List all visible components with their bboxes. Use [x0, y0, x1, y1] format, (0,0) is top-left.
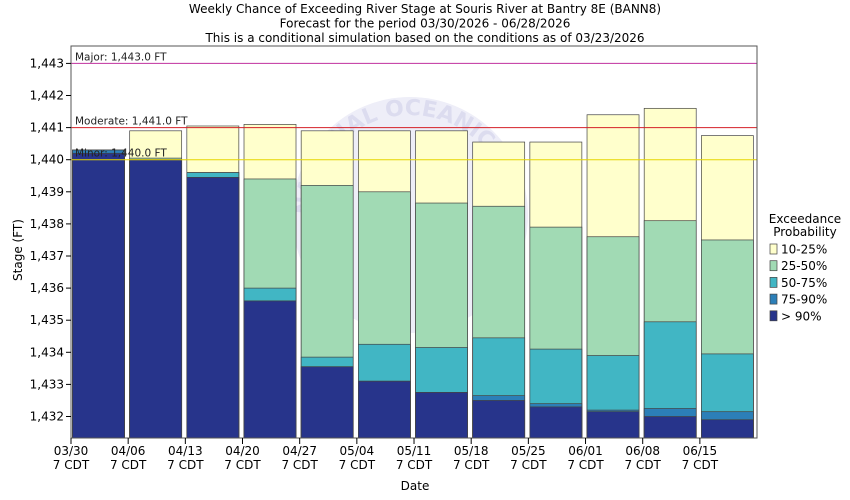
bar-segment: [300, 366, 354, 439]
legend-label: 75-90%: [781, 293, 827, 307]
x-tick-label: 7 CDT: [339, 458, 376, 472]
x-tick-label: 05/11: [397, 444, 432, 458]
legend-swatch: [769, 293, 778, 305]
legend-title: Probability: [773, 225, 836, 239]
legend-label: 25-50%: [781, 259, 827, 273]
x-tick-label: 7 CDT: [453, 458, 490, 472]
bar-segment: [72, 152, 125, 439]
bar-segment: [415, 392, 468, 439]
y-tick-label: 1,442: [30, 89, 64, 103]
x-tick-label: 7 CDT: [53, 458, 90, 472]
y-tick-label: 1,432: [30, 410, 64, 424]
x-tick-label: 05/04: [340, 444, 375, 458]
bar-segment: [643, 416, 697, 439]
bar-segment: [472, 400, 526, 439]
y-tick-label: 1,436: [30, 281, 64, 295]
x-tick-label: 7 CDT: [567, 458, 604, 472]
bar-segment: [129, 159, 183, 439]
flood-stage-label: Moderate: 1,441.0 FT: [75, 116, 188, 128]
title-line: This is a conditional simulation based o…: [204, 31, 644, 45]
x-tick-label: 04/06: [111, 444, 146, 458]
bar-segment: [586, 411, 640, 439]
x-tick-label: 04/20: [225, 444, 260, 458]
legend-swatch: [769, 277, 778, 288]
y-tick-label: 1,435: [30, 313, 64, 327]
chart-title: Weekly Chance of Exceeding River Stage a…: [189, 2, 661, 45]
x-tick-label: 06/01: [568, 444, 603, 458]
y-axis-label: Stage (FT): [11, 219, 25, 281]
legend-swatch: [769, 260, 778, 272]
legend-label: 10-25%: [781, 243, 827, 257]
y-tick-label: 1,437: [30, 249, 64, 263]
x-tick-label: 7 CDT: [624, 458, 661, 472]
plot-area: Major: 1,443.0 FT Moderate: 1,441.0 FT Min…: [70, 45, 758, 439]
x-tick-label: 7 CDT: [281, 458, 318, 472]
x-tick-label: 06/08: [625, 444, 660, 458]
title-line: Forecast for the period 03/30/2026 - 06/…: [280, 17, 571, 31]
legend-label: 50-75%: [781, 276, 827, 290]
y-axis: 1,432 1,433 1,434 1,435 1,436 1,437 1,438 1,439…: [30, 56, 71, 424]
title-line: Weekly Chance of Exceeding River Stage a…: [189, 2, 661, 16]
bar-segment: [529, 406, 583, 439]
legend-swatch: [769, 310, 778, 322]
x-tick-label: 7 CDT: [167, 458, 204, 472]
y-tick-label: 1,438: [30, 217, 64, 231]
bar-segment: [701, 419, 754, 439]
y-tick-label: 1,441: [30, 121, 64, 135]
y-tick-label: 1,433: [30, 377, 64, 391]
bar-segment: [186, 177, 240, 439]
legend-swatch: [769, 243, 778, 255]
x-tick-label: 7 CDT: [396, 458, 433, 472]
x-axis-label: Date: [401, 479, 430, 493]
y-tick-label: 1,443: [30, 56, 64, 70]
y-tick-label: 1,440: [30, 153, 64, 167]
x-tick-label: 7 CDT: [224, 458, 261, 472]
y-tick-label: 1,434: [30, 345, 64, 359]
legend-label: > 90%: [781, 309, 822, 323]
bar-segment: [358, 380, 411, 439]
legend-title: Exceedance: [769, 212, 841, 226]
y-tick-label: 1,439: [30, 185, 64, 199]
flood-stage-label: Minor: 1,440.0 FT: [75, 148, 167, 160]
x-tick-label: 7 CDT: [110, 458, 147, 472]
bar-segment: [243, 300, 297, 439]
x-tick-label: 06/15: [683, 444, 718, 458]
x-tick-label: 05/25: [511, 444, 546, 458]
x-tick-label: 04/27: [282, 444, 317, 458]
x-tick-label: 7 CDT: [510, 458, 547, 472]
flood-stage-label: Major: 1,443.0 FT: [75, 51, 167, 63]
x-tick-label: 05/18: [454, 444, 489, 458]
x-tick-label: 7 CDT: [682, 458, 719, 472]
x-tick-label: 04/13: [168, 444, 203, 458]
x-tick-label: 03/30: [54, 444, 89, 458]
